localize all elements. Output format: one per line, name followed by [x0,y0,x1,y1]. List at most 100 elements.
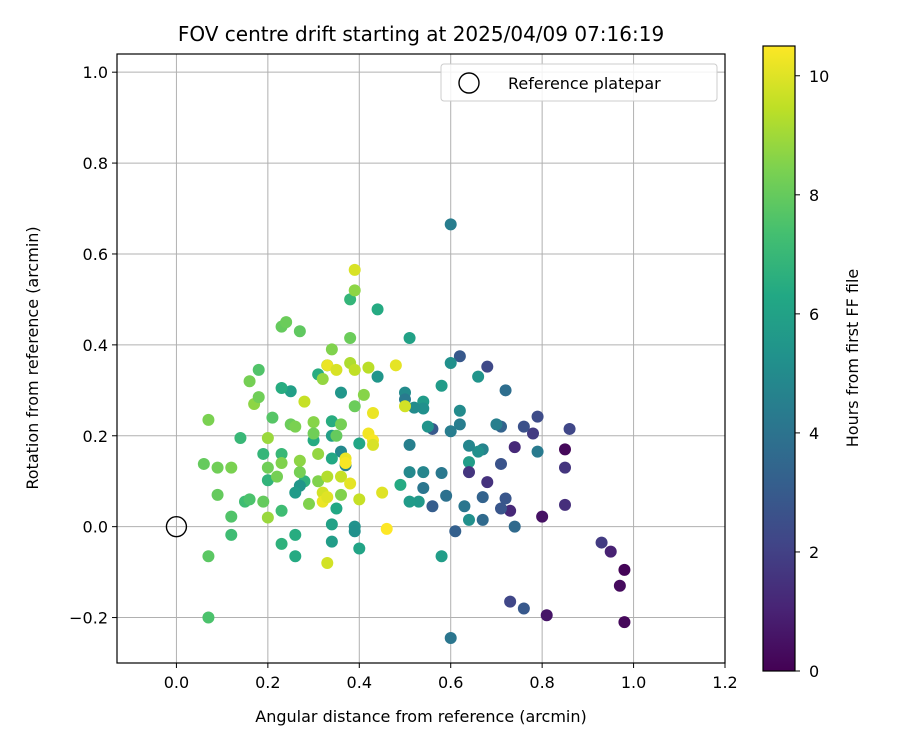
data-point [252,391,265,404]
data-point [325,415,338,428]
colorbar-tick-label: 10 [809,67,829,86]
data-point [325,343,338,356]
data-point [202,413,215,426]
data-point [444,357,457,370]
data-point [595,536,608,549]
chart-title: FOV centre drift starting at 2025/04/09 … [178,22,664,46]
legend-label: Reference platepar [508,74,661,93]
data-point [531,445,544,458]
legend-open-circle-marker [458,72,480,94]
data-point [604,545,617,558]
data-point [344,293,357,306]
data-point [371,303,384,316]
x-tick-label: 0.8 [529,673,554,692]
data-point [517,420,530,433]
data-point [307,427,320,440]
data-point [613,579,626,592]
data-point [252,363,265,376]
data-point [476,491,489,504]
data-point [312,447,325,460]
data-point [225,510,238,523]
colorbar-tick-label: 4 [809,424,819,443]
data-point [453,350,466,363]
data-point [531,410,544,423]
data-point [289,528,302,541]
x-axis-ticks: 0.0 0.2 0.4 0.6 0.8 1.0 1.2 [164,663,738,692]
data-point [399,400,411,413]
x-axis-label: Angular distance from reference (arcmin) [255,707,586,726]
data-point [316,372,329,385]
x-tick-label: 1.0 [621,673,646,692]
data-point [303,497,315,510]
data-point [275,457,288,470]
y-tick-label: 0.2 [83,427,108,446]
data-point [271,470,283,483]
data-point [335,418,347,431]
legend: Reference platepar [440,63,718,102]
data-point [344,332,357,345]
data-point [389,359,402,372]
data-point [527,427,539,440]
data-point [243,493,256,506]
data-point [472,370,485,383]
data-point [225,461,238,474]
data-point [618,563,631,576]
data-point [444,218,457,231]
data-point [275,447,288,460]
data-point [536,510,549,523]
data-point [371,370,384,383]
y-tick-label: 0.4 [83,336,108,355]
data-point [463,513,475,526]
data-point [403,332,416,345]
data-point [257,447,270,460]
data-point [275,537,288,550]
data-point [330,429,343,442]
data-point [344,477,357,490]
data-point [559,443,571,456]
data-point [211,488,224,501]
data-point [211,461,224,474]
data-point [266,411,279,424]
data-point [362,361,375,374]
x-tick-label: 0.4 [347,673,372,692]
colorbar-gradient [762,45,796,672]
data-point [261,511,274,524]
data-point [330,502,343,515]
data-point [261,461,274,474]
data-point [508,520,521,533]
data-point [257,495,270,508]
data-point [449,525,462,538]
data-point [321,491,334,504]
data-point [472,445,485,458]
data-point [440,489,453,502]
data-point [453,418,466,431]
data-point [508,441,521,454]
data-point [559,461,571,474]
y-axis-label: Rotation from reference (arcmin) [23,226,42,489]
data-point [504,504,517,517]
colorbar-ticks: 0 2 4 6 8 10 [795,67,829,681]
data-point [417,482,430,495]
data-point [517,602,530,615]
data-point [426,500,439,513]
data-point [495,502,507,515]
x-tick-label: 0.6 [438,673,463,692]
data-point [490,418,503,431]
colorbar-tick-label: 8 [809,186,819,205]
data-point [499,384,512,397]
data-point [275,504,288,517]
data-point [559,498,571,511]
data-point [444,425,457,438]
data-point [348,363,361,376]
data-point [476,513,489,526]
data-point [444,632,457,645]
data-point [325,518,338,531]
y-axis-ticks: −0.2 0.0 0.2 0.4 0.6 0.8 1.0 [69,63,117,628]
data-point [284,385,297,398]
data-point [463,439,475,452]
data-point [353,493,366,506]
data-point [540,609,553,622]
data-point [481,476,494,489]
data-point [421,420,434,433]
